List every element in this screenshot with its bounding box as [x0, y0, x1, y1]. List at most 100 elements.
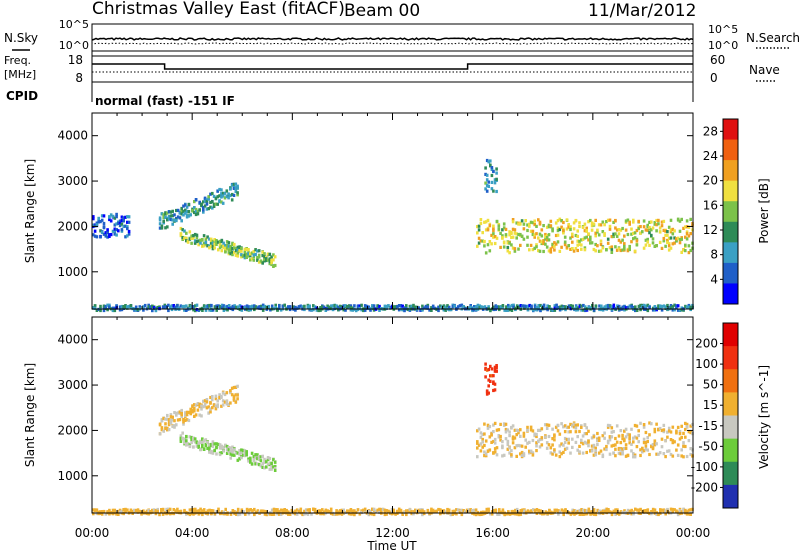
data-cell [554, 453, 558, 457]
data-cell [605, 304, 608, 308]
data-cell [473, 512, 476, 516]
data-cell [490, 233, 493, 237]
data-cell [272, 512, 276, 516]
data-cell [535, 444, 538, 448]
data-cell [267, 512, 270, 516]
data-cell [199, 507, 202, 511]
colorbar-swatch [723, 323, 738, 347]
data-cell [689, 424, 692, 428]
data-cell [465, 509, 469, 513]
data-cell [247, 459, 250, 463]
data-cell [621, 447, 624, 451]
data-cell [145, 509, 149, 513]
data-cell [185, 512, 188, 516]
data-cell [213, 305, 217, 309]
data-cell [493, 382, 497, 386]
data-cell [481, 432, 484, 436]
velocity-heatmap [92, 362, 694, 517]
data-cell [594, 218, 597, 222]
data-cell [171, 222, 174, 226]
data-cell [378, 304, 381, 308]
data-cell [202, 439, 206, 443]
data-cell [499, 231, 502, 235]
data-cell [106, 228, 109, 232]
data-cell [553, 244, 556, 248]
data-cell [194, 309, 197, 313]
data-cell [92, 215, 95, 219]
data-cell [653, 305, 657, 309]
data-cell [641, 509, 644, 513]
data-cell [190, 241, 193, 245]
data-cell [288, 512, 292, 516]
data-cell [605, 510, 608, 514]
data-cell [623, 234, 626, 238]
data-cell [635, 424, 639, 428]
data-cell [680, 217, 683, 221]
data-cell [653, 430, 657, 434]
data-cell [612, 305, 616, 309]
data-cell [419, 308, 422, 312]
data-cell [122, 512, 125, 516]
data-cell [489, 163, 492, 167]
data-cell [158, 423, 162, 427]
data-cell [207, 207, 210, 211]
data-cell [597, 223, 601, 227]
data-cell [592, 445, 596, 449]
data-cell [535, 232, 538, 236]
data-cell [216, 202, 219, 206]
data-cell [257, 454, 261, 459]
data-cell [685, 305, 689, 309]
data-cell [591, 306, 594, 310]
data-cell [633, 249, 637, 253]
data-cell [597, 436, 601, 440]
data-cell [484, 172, 487, 176]
data-cell [587, 510, 591, 514]
data-cell [644, 228, 648, 232]
data-cell [164, 417, 167, 421]
data-cell [590, 224, 594, 228]
data-cell [185, 231, 188, 235]
data-cell [578, 444, 581, 448]
cpid-value: normal (fast) -151 IF [95, 94, 235, 108]
data-cell [138, 305, 142, 309]
data-cell [687, 430, 691, 434]
data-cell [435, 510, 438, 514]
data-cell [537, 249, 540, 253]
data-cell [641, 450, 644, 454]
data-cell [236, 251, 240, 255]
data-cell [131, 509, 134, 513]
data-cell [118, 221, 122, 225]
data-cell [608, 218, 612, 222]
data-cell [519, 512, 523, 516]
data-cell [517, 247, 520, 251]
data-cell [485, 392, 489, 396]
data-cell [603, 509, 607, 513]
data-cell [240, 308, 244, 312]
data-cell [617, 247, 621, 251]
data-cell [547, 434, 551, 439]
data-cell [547, 249, 551, 253]
data-cell [646, 228, 649, 232]
data-cell [329, 509, 333, 513]
data-cell [195, 303, 199, 307]
data-cell [522, 454, 526, 458]
colorbar-swatch [723, 180, 738, 202]
data-cell [97, 220, 100, 224]
data-cell [211, 247, 215, 251]
colorbar-swatch [723, 461, 738, 486]
data-cell [669, 246, 673, 250]
data-cell [587, 305, 591, 310]
data-cell [99, 229, 102, 233]
colorbar-swatch [723, 221, 738, 243]
data-cell [240, 255, 243, 259]
data-cell [666, 507, 669, 512]
data-cell [562, 231, 565, 235]
data-cell [421, 509, 424, 513]
data-cell [175, 208, 178, 213]
data-cell [569, 512, 573, 516]
data-cell [612, 232, 615, 236]
data-cell [560, 304, 564, 308]
data-cell [608, 304, 612, 308]
data-cell [196, 209, 200, 213]
data-cell [358, 512, 362, 516]
